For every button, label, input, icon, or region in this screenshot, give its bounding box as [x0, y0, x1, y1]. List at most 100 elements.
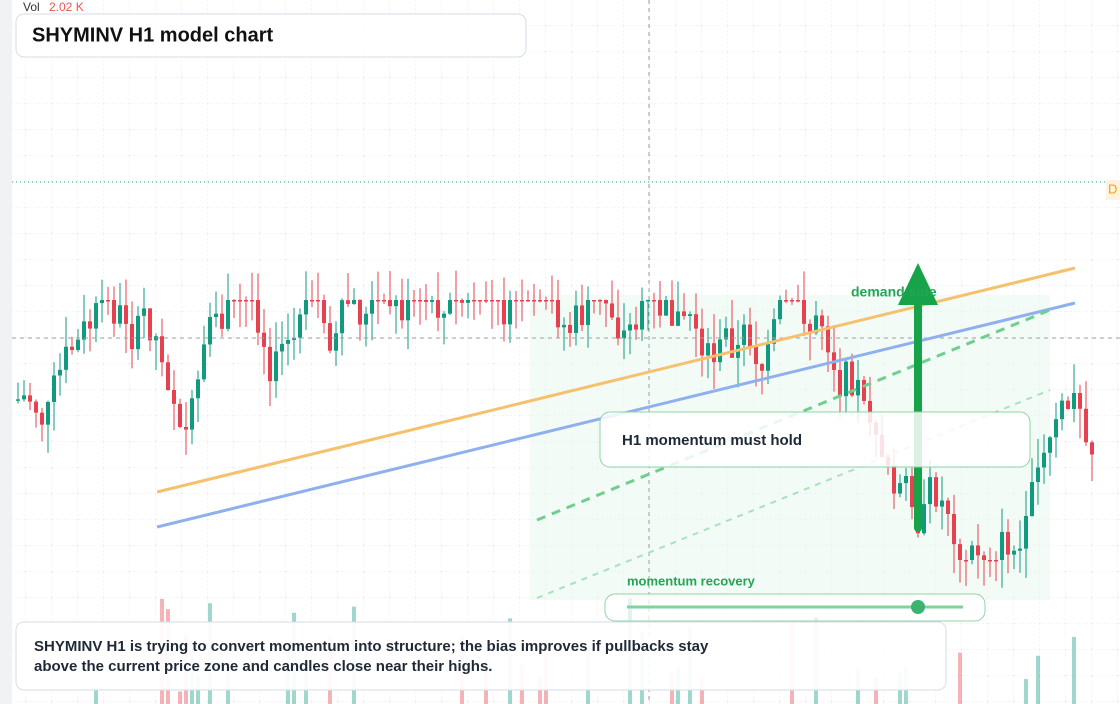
candle-body: [688, 314, 692, 317]
candle-body: [718, 339, 722, 363]
candle-body: [1078, 393, 1082, 409]
candle-body: [820, 315, 824, 327]
candle-body: [316, 300, 320, 302]
candle-body: [1036, 467, 1040, 483]
candle-body: [520, 300, 524, 302]
volume-bar: [1036, 655, 1040, 704]
chart-title: SHYMINV H1 model chart: [32, 24, 274, 46]
candle-body: [178, 403, 182, 427]
volume-bar: [874, 677, 878, 704]
candle-body: [604, 300, 608, 304]
candle-body: [772, 319, 776, 344]
candle-body: [1018, 548, 1022, 551]
candle-body: [778, 300, 782, 320]
arrow-head: [898, 263, 938, 305]
candle-body: [376, 300, 380, 302]
candle-body: [568, 324, 572, 333]
candle-body: [88, 321, 92, 329]
candle-body: [1048, 437, 1052, 453]
summary-box: [15, 621, 947, 691]
candle-body: [952, 514, 956, 545]
candle-body: [220, 313, 224, 329]
candle-body: [958, 544, 962, 560]
candle-body: [724, 328, 728, 340]
candle-body: [706, 343, 710, 356]
candle-body: [1042, 452, 1046, 468]
candle-body: [472, 300, 476, 302]
candle-body: [118, 305, 122, 324]
zone-label: demand side: [851, 284, 937, 300]
candle-body: [184, 426, 188, 430]
candle-body: [82, 321, 86, 340]
candle-body: [922, 504, 926, 534]
candle-body: [904, 475, 908, 484]
candle-body: [508, 300, 512, 325]
candle-body: [226, 300, 230, 329]
candle-body: [646, 300, 650, 302]
candle-body: [814, 315, 818, 334]
candle-body: [304, 300, 308, 315]
candle-body: [400, 300, 404, 321]
candle-body: [196, 379, 200, 399]
candle-body: [238, 300, 242, 302]
candle-body: [334, 333, 338, 351]
candle-body: [1030, 482, 1034, 516]
candle-body: [826, 326, 830, 353]
candle-body: [1090, 442, 1094, 455]
candle-body: [682, 311, 686, 317]
candle-body: [550, 300, 554, 302]
candle-body: [292, 337, 296, 340]
vol-label: Vol: [23, 0, 40, 14]
candle-body: [796, 300, 800, 302]
candle-body: [802, 300, 806, 324]
volume-bar: [94, 688, 98, 704]
candle-body: [544, 300, 548, 302]
candle-body: [262, 332, 266, 347]
candle-body: [910, 475, 914, 508]
summary-line: above the current price zone and candles…: [34, 658, 492, 675]
candle-body: [58, 369, 62, 376]
candle-body: [364, 313, 368, 325]
candle-body: [742, 324, 746, 345]
candle-body: [640, 300, 644, 330]
candle-body: [556, 300, 560, 328]
candle-body: [490, 300, 494, 302]
candle-body: [124, 305, 128, 324]
candle-body: [532, 300, 536, 302]
candle-body: [424, 300, 428, 302]
candle-body: [898, 483, 902, 494]
candle-body: [106, 300, 110, 302]
candle-body: [136, 315, 140, 350]
candle-body: [484, 300, 488, 302]
candle-body: [40, 412, 44, 425]
candle-body: [670, 300, 674, 326]
candle-body: [280, 343, 284, 352]
candle-body: [442, 313, 446, 318]
candle-body: [664, 300, 668, 316]
candle-body: [862, 379, 866, 401]
candle-body: [1066, 400, 1070, 409]
candle-body: [208, 317, 212, 345]
candle-body: [634, 324, 638, 330]
candle-body: [934, 477, 938, 507]
candle-body: [526, 300, 530, 302]
candle-body: [130, 323, 134, 350]
candle-body: [748, 324, 752, 347]
candle-body: [172, 390, 176, 404]
candle-body: [460, 300, 464, 303]
volume-bar: [1024, 679, 1028, 704]
candle-body: [340, 300, 344, 334]
candle-body: [382, 300, 386, 302]
candle-body: [448, 300, 452, 314]
candle-body: [454, 300, 458, 302]
candle-body: [694, 314, 698, 329]
candle-body: [784, 300, 788, 302]
candle-body: [538, 300, 542, 302]
candle-body: [982, 555, 986, 560]
candle-body: [1012, 550, 1016, 555]
candle-body: [268, 346, 272, 382]
candle-body: [52, 375, 56, 403]
candle-body: [766, 343, 770, 371]
candle-body: [1000, 531, 1004, 560]
candle-body: [652, 300, 656, 302]
